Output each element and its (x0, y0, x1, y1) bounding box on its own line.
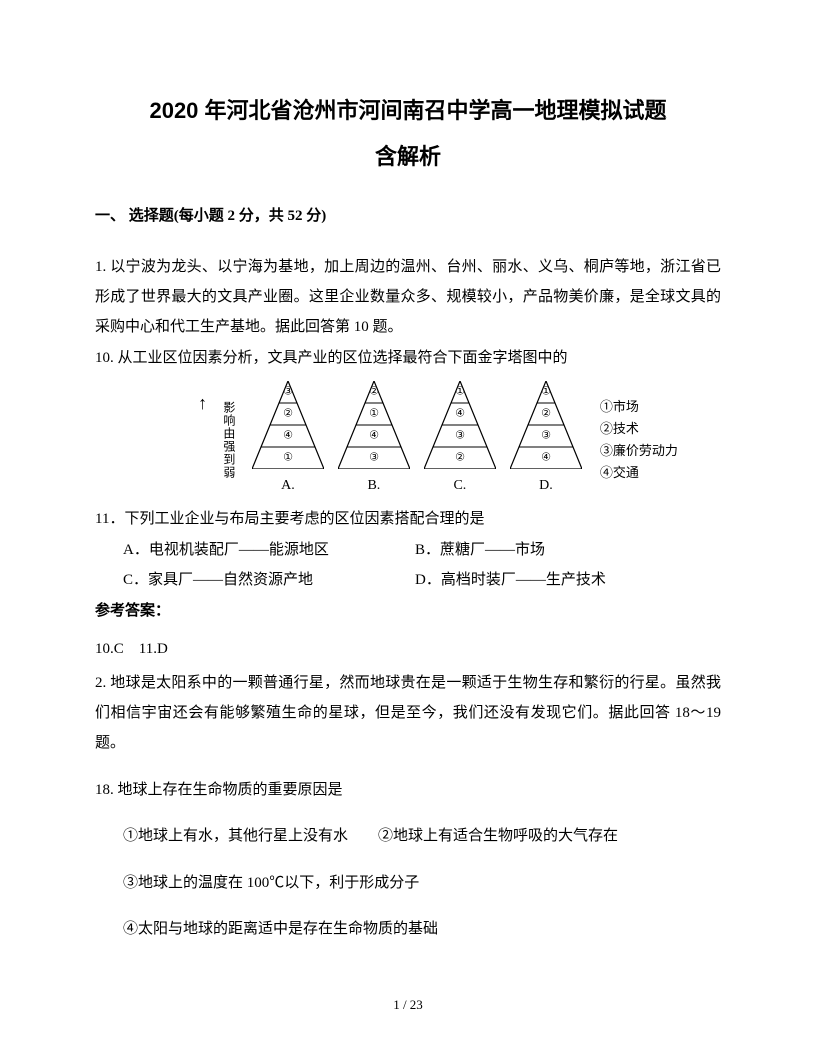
svg-text:④: ④ (369, 429, 379, 441)
pyramid-label: C. (453, 473, 466, 500)
svg-text:②: ② (283, 407, 293, 419)
page-number: 1 / 23 (0, 993, 816, 1018)
q11-opt-b: B．蔗糖厂——市场 (415, 536, 545, 565)
svg-text:②: ② (369, 385, 379, 397)
pyramid-label: B. (367, 473, 380, 500)
q11-opt-d: D．高档时装厂——生产技术 (415, 566, 606, 595)
pyramid-icon: ② ① ④ ③ (338, 381, 410, 469)
q10-text: 10. 从工业区位因素分析，文具产业的区位选择最符合下面金字塔图中的 (95, 344, 721, 373)
pyramids-row: ③ ② ④ ① A. ② ① ④ ③ B. ① ④ ③ ② C. ① ② ③ ④ D. (252, 381, 582, 500)
q11-text: 11．下列工业企业与布局主要考虑的区位因素搭配合理的是 (95, 505, 721, 534)
q18-opt-line3: ④太阳与地球的距离适中是存在生命物质的基础 (95, 915, 721, 944)
q2-intro: 2. 地球是太阳系中的一颗普通行星，然而地球贵在是一颗适于生物生存和繁衍的行星。… (95, 668, 721, 758)
pyramid-column: ② ① ④ ③ B. (338, 381, 410, 500)
pyramid-icon: ① ② ③ ④ (510, 381, 582, 469)
pyramid-column: ① ④ ③ ② C. (424, 381, 496, 500)
y-axis-label: 影响由强到弱 (217, 401, 240, 479)
answers: 10.C 11.D (95, 635, 721, 664)
svg-text:③: ③ (369, 451, 379, 463)
svg-text:①: ① (283, 451, 293, 463)
legend: ①市场 ②技术 ③廉价劳动力 ④交通 (600, 396, 678, 484)
pyramid-diagram: ↑ 影响由强到弱 ③ ② ④ ① A. ② ① ④ ③ B. ① ④ ③ ② C. ① ② ③ ④ D. ①市场 ②技… (155, 381, 721, 500)
svg-text:④: ④ (541, 451, 551, 463)
legend-item: ④交通 (600, 462, 678, 484)
q11-options-row1: A．电视机装配厂——能源地区 B．蔗糖厂——市场 (95, 536, 721, 565)
page-title: 2020 年河北省沧州市河间南召中学高一地理模拟试题 (95, 90, 721, 132)
svg-text:④: ④ (455, 407, 465, 419)
q18-opt-line1: ①地球上有水，其他行星上没有水 ②地球上有适合生物呼吸的大气存在 (95, 822, 721, 851)
svg-text:③: ③ (541, 429, 551, 441)
pyramid-column: ① ② ③ ④ D. (510, 381, 582, 500)
answer-header: 参考答案： (95, 597, 721, 626)
svg-text:①: ① (455, 385, 465, 397)
svg-text:③: ③ (283, 385, 293, 397)
arrow-up-icon: ↑ (198, 386, 207, 420)
svg-text:①: ① (541, 385, 551, 397)
svg-text:②: ② (455, 451, 465, 463)
legend-item: ①市场 (600, 396, 678, 418)
legend-item: ③廉价劳动力 (600, 440, 678, 462)
page-subtitle: 含解析 (95, 136, 721, 178)
svg-text:①: ① (369, 407, 379, 419)
q1-intro: 1. 以宁波为龙头、以宁海为基地，加上周边的温州、台州、丽水、义乌、桐庐等地，浙… (95, 252, 721, 342)
pyramid-column: ③ ② ④ ① A. (252, 381, 324, 500)
q11-options-row2: C．家具厂——自然资源产地 D．高档时装厂——生产技术 (95, 566, 721, 595)
pyramid-label: A. (281, 473, 295, 500)
svg-text:②: ② (541, 407, 551, 419)
svg-text:④: ④ (283, 429, 293, 441)
pyramid-icon: ① ④ ③ ② (424, 381, 496, 469)
q11-opt-a: A．电视机装配厂——能源地区 (95, 536, 415, 565)
pyramid-label: D. (539, 473, 553, 500)
section-header: 一、 选择题(每小题 2 分，共 52 分) (95, 202, 721, 231)
q11-opt-c: C．家具厂——自然资源产地 (95, 566, 415, 595)
svg-text:③: ③ (455, 429, 465, 441)
pyramid-icon: ③ ② ④ ① (252, 381, 324, 469)
q18-opt-line2: ③地球上的温度在 100℃以下，利于形成分子 (95, 869, 721, 898)
legend-item: ②技术 (600, 418, 678, 440)
q18-text: 18. 地球上存在生命物质的重要原因是 (95, 776, 721, 805)
